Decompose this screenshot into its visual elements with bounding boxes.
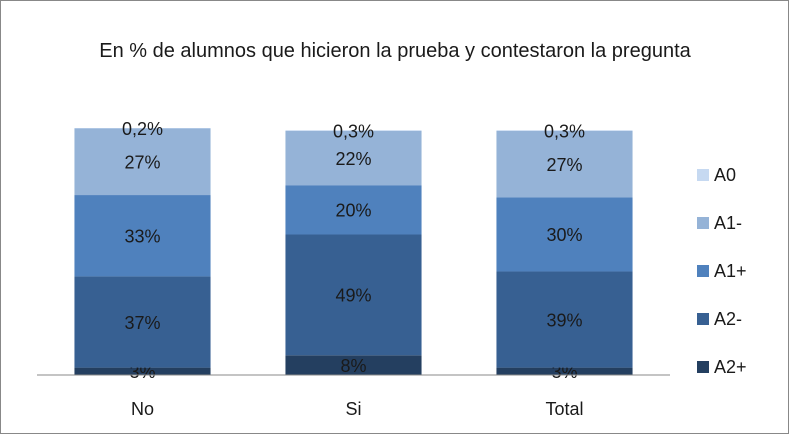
- bar-segment: [496, 130, 633, 198]
- legend-label: A2-: [714, 309, 742, 329]
- legend-swatch: [697, 313, 709, 325]
- chart-title: En % de alumnos que hicieron la prueba y…: [99, 40, 691, 62]
- bar-segment: [496, 130, 633, 131]
- legend-swatch: [697, 265, 709, 277]
- bar-segment: [496, 197, 633, 272]
- bar-segment: [74, 367, 211, 375]
- data-label: 8%: [340, 356, 366, 376]
- data-label: 0,3%: [333, 121, 374, 141]
- data-label: 49%: [335, 286, 371, 306]
- bar-segment: [285, 355, 422, 375]
- data-label: 22%: [335, 149, 371, 169]
- data-label: 0,2%: [122, 119, 163, 139]
- legend-label: A2+: [714, 357, 747, 377]
- x-tick-label: No: [131, 399, 154, 419]
- legend-label: A0: [714, 165, 736, 185]
- legend-label: A1+: [714, 261, 747, 281]
- legend-swatch: [697, 169, 709, 181]
- x-tick-label: Total: [545, 399, 583, 419]
- x-tick-label: Si: [345, 399, 361, 419]
- bar-segment: [285, 130, 422, 186]
- bar-segment: [74, 128, 211, 196]
- legend-swatch: [697, 217, 709, 229]
- data-label: 33%: [124, 226, 160, 246]
- data-label: 27%: [124, 153, 160, 173]
- bar-segment: [496, 367, 633, 375]
- data-label: 30%: [546, 225, 582, 245]
- data-label: 37%: [124, 313, 160, 333]
- bar-segment: [74, 195, 211, 277]
- data-label: 0,3%: [544, 121, 585, 141]
- legend-label: A1-: [714, 213, 742, 233]
- bar-segment: [285, 234, 422, 356]
- data-label: 20%: [335, 201, 371, 221]
- bar-segment: [496, 271, 633, 368]
- data-label: 39%: [546, 310, 582, 330]
- bar-segment: [285, 130, 422, 131]
- data-label: 27%: [546, 155, 582, 175]
- legend-swatch: [697, 361, 709, 373]
- bar-segment: [285, 185, 422, 235]
- bar-segment: [74, 276, 211, 368]
